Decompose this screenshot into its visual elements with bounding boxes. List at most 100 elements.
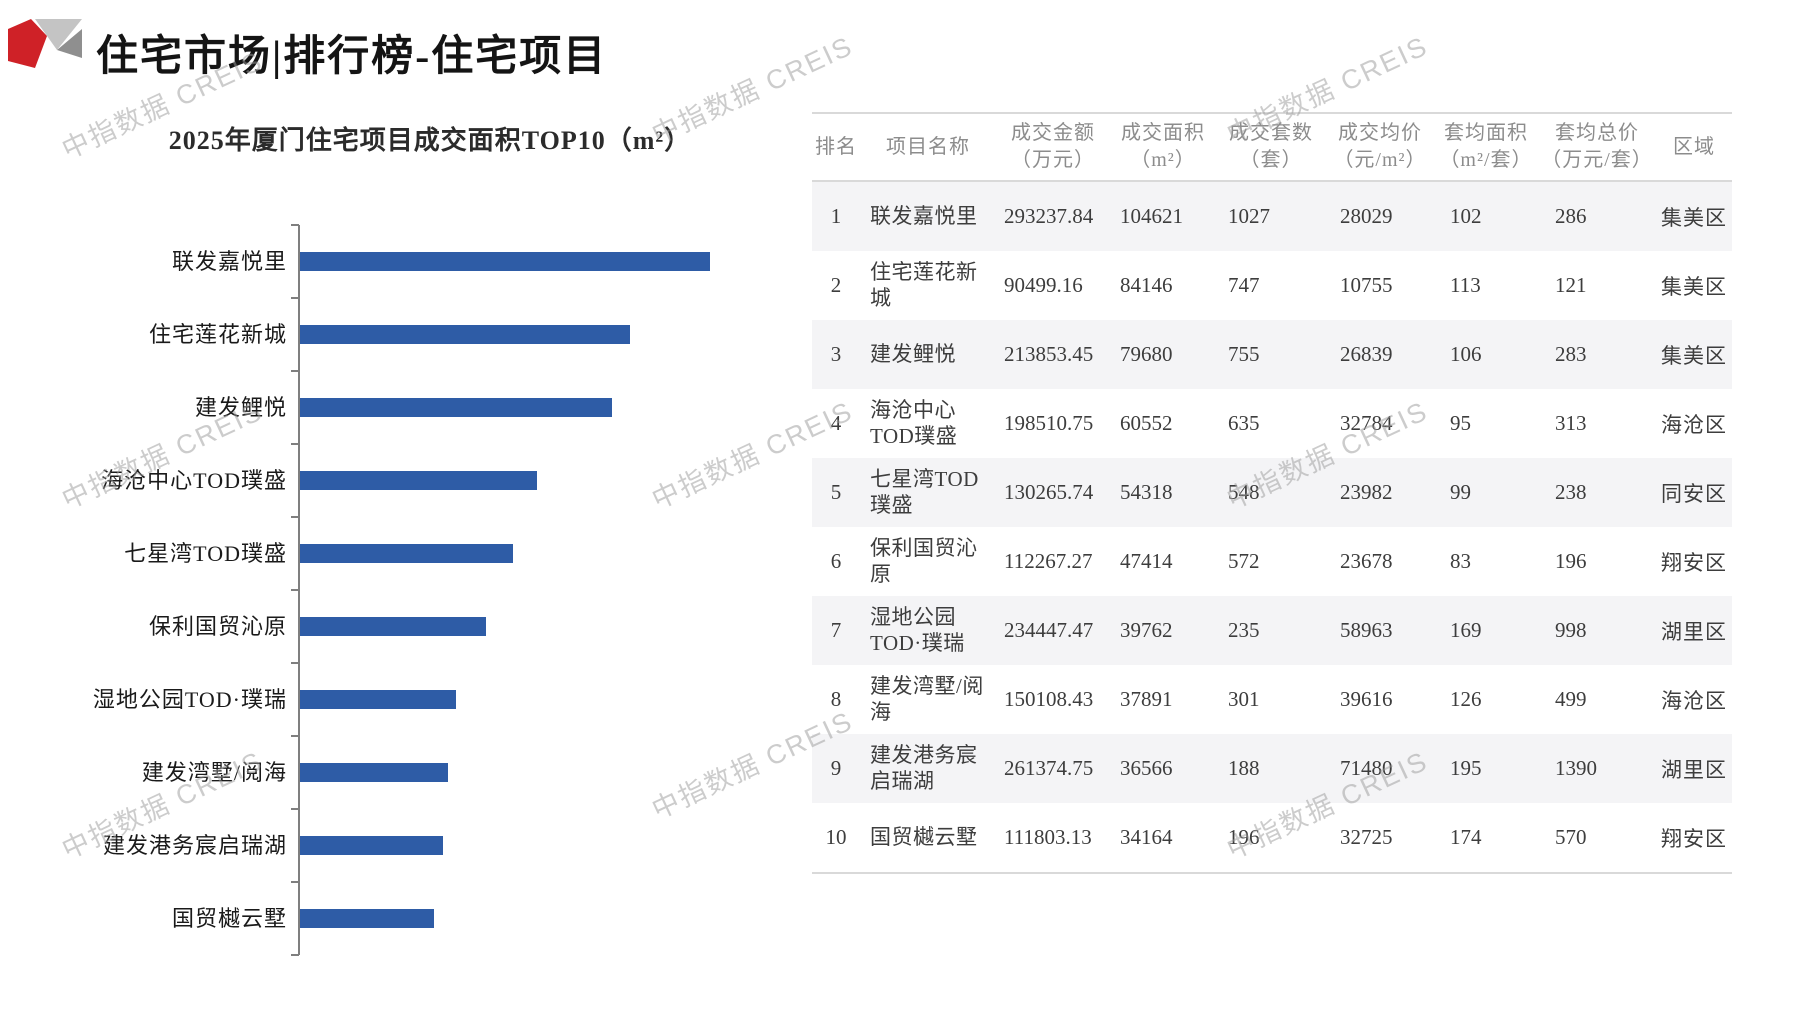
axis-tick — [291, 881, 299, 883]
bar-row: 海沧中心TOD璞盛 — [60, 444, 730, 517]
area-cell: 37891 — [1120, 687, 1173, 711]
header-avg-price: 成交均价 （元/m²） — [1333, 122, 1427, 171]
units-cell: 548 — [1228, 480, 1260, 504]
header-units: 成交套数 （套） — [1229, 122, 1313, 171]
area-cell: 79680 — [1120, 342, 1173, 366]
units-cell: 1027 — [1228, 204, 1270, 228]
rank-cell: 5 — [830, 480, 842, 504]
logo-gray-light-shape — [35, 19, 82, 50]
rank-cell: 10 — [825, 825, 847, 849]
axis-tick — [291, 954, 299, 956]
avg-area-cell: 113 — [1450, 273, 1481, 297]
region-cell: 海沧区 — [1661, 412, 1727, 437]
avg-area-cell: 106 — [1450, 342, 1482, 366]
table-row: 10 国贸樾云墅 111803.13 34164 196 32725 174 5… — [812, 803, 1732, 872]
area-cell: 54318 — [1120, 480, 1173, 504]
avg-area-cell: 169 — [1450, 618, 1482, 642]
region-cell: 湖里区 — [1661, 757, 1727, 782]
amount-cell: 150108.43 — [1004, 687, 1094, 711]
axis-tick — [291, 808, 299, 810]
name-cell: 联发嘉悦里 — [870, 203, 978, 228]
bar-row: 建发港务宸启瑞湖 — [60, 809, 730, 882]
header-area: 成交面积 （m²） — [1121, 122, 1205, 171]
bar-row: 建发湾墅/阅海 — [60, 736, 730, 809]
region-cell: 海沧区 — [1661, 688, 1727, 713]
axis-tick — [291, 662, 299, 664]
avg-total-cell: 286 — [1555, 204, 1587, 228]
avg-total-cell: 121 — [1555, 273, 1587, 297]
amount-cell: 111803.13 — [1004, 825, 1092, 849]
avg-area-cell: 174 — [1450, 825, 1482, 849]
avg-price-cell: 23678 — [1340, 549, 1393, 573]
rank-cell: 7 — [830, 618, 842, 642]
avg-price-cell: 10755 — [1340, 273, 1393, 297]
bar — [300, 252, 710, 271]
bar — [300, 544, 513, 563]
region-cell: 同安区 — [1661, 481, 1727, 506]
rank-cell: 8 — [830, 687, 842, 711]
avg-price-cell: 32725 — [1340, 825, 1393, 849]
region-cell: 集美区 — [1661, 205, 1727, 230]
axis-tick — [291, 589, 299, 591]
region-cell: 翔安区 — [1661, 550, 1727, 575]
table-row: 7 湿地公园TOD·璞瑞 234447.47 39762 235 58963 1… — [812, 596, 1732, 665]
bar — [300, 398, 612, 417]
table-row: 6 保利国贸沁原 112267.27 47414 572 23678 83 19… — [812, 527, 1732, 596]
table-row: 3 建发鲤悦 213853.45 79680 755 26839 106 283… — [812, 320, 1732, 389]
amount-cell: 90499.16 — [1004, 273, 1083, 297]
units-cell: 755 — [1228, 342, 1260, 366]
bar-row: 建发鲤悦 — [60, 371, 730, 444]
table-row: 2 住宅莲花新城 90499.16 84146 747 10755 113 12… — [812, 251, 1732, 320]
avg-price-cell: 28029 — [1340, 204, 1393, 228]
bar-row: 联发嘉悦里 — [60, 225, 730, 298]
avg-price-cell: 23982 — [1340, 480, 1393, 504]
header-avg-area: 套均面积 （m²/套） — [1439, 122, 1533, 171]
bar-category-label: 建发港务宸启瑞湖 — [102, 833, 287, 858]
avg-price-cell: 26839 — [1340, 342, 1393, 366]
name-cell: 建发鲤悦 — [870, 341, 956, 366]
bar-row: 住宅莲花新城 — [60, 298, 730, 371]
bar-row: 七星湾TOD璞盛 — [60, 517, 730, 590]
bar-category-label: 海沧中心TOD璞盛 — [101, 468, 287, 493]
bar-category-label: 建发鲤悦 — [194, 395, 287, 420]
amount-cell: 261374.75 — [1004, 756, 1094, 780]
rank-cell: 3 — [830, 342, 842, 366]
avg-total-cell: 196 — [1555, 549, 1587, 573]
avg-price-cell: 39616 — [1340, 687, 1393, 711]
units-cell: 188 — [1228, 756, 1260, 780]
avg-total-cell: 1390 — [1555, 756, 1597, 780]
header-name: 项目名称 — [886, 135, 970, 158]
chart-title: 2025年厦门住宅项目成交面积TOP10（m²） — [168, 126, 692, 155]
axis-tick — [291, 735, 299, 737]
bar-row: 国贸樾云墅 — [60, 882, 730, 955]
area-cell: 39762 — [1120, 618, 1173, 642]
rank-cell: 1 — [830, 204, 842, 228]
table-row: 8 建发湾墅/阅海 150108.43 37891 301 39616 126 … — [812, 665, 1732, 734]
table-row: 5 七星湾TOD璞盛 130265.74 54318 548 23982 99 … — [812, 458, 1732, 527]
amount-cell: 198510.75 — [1004, 411, 1094, 435]
area-cell: 60552 — [1120, 411, 1173, 435]
logo-red-shape — [8, 19, 47, 68]
region-cell: 集美区 — [1661, 274, 1727, 299]
amount-cell: 130265.74 — [1004, 480, 1094, 504]
header-amount: 成交金额 （万元） — [1011, 122, 1095, 171]
avg-area-cell: 126 — [1450, 687, 1482, 711]
name-cell: 住宅莲花新城 — [870, 260, 978, 310]
bar — [300, 325, 630, 344]
name-cell: 保利国贸沁原 — [870, 536, 978, 586]
avg-total-cell: 313 — [1555, 411, 1587, 435]
avg-price-cell: 32784 — [1340, 411, 1393, 435]
avg-area-cell: 102 — [1450, 204, 1482, 228]
header-region: 区域 — [1673, 135, 1715, 158]
name-cell: 建发港务宸启瑞湖 — [870, 743, 978, 793]
name-cell: 七星湾TOD璞盛 — [870, 467, 979, 517]
creis-logo — [8, 19, 82, 68]
rank-cell: 9 — [830, 756, 842, 780]
rank-cell: 4 — [830, 411, 842, 435]
rank-cell: 6 — [830, 549, 842, 573]
units-cell: 635 — [1228, 411, 1260, 435]
bar — [300, 763, 448, 782]
bar-category-label: 联发嘉悦里 — [171, 249, 287, 274]
units-cell: 235 — [1228, 618, 1260, 642]
